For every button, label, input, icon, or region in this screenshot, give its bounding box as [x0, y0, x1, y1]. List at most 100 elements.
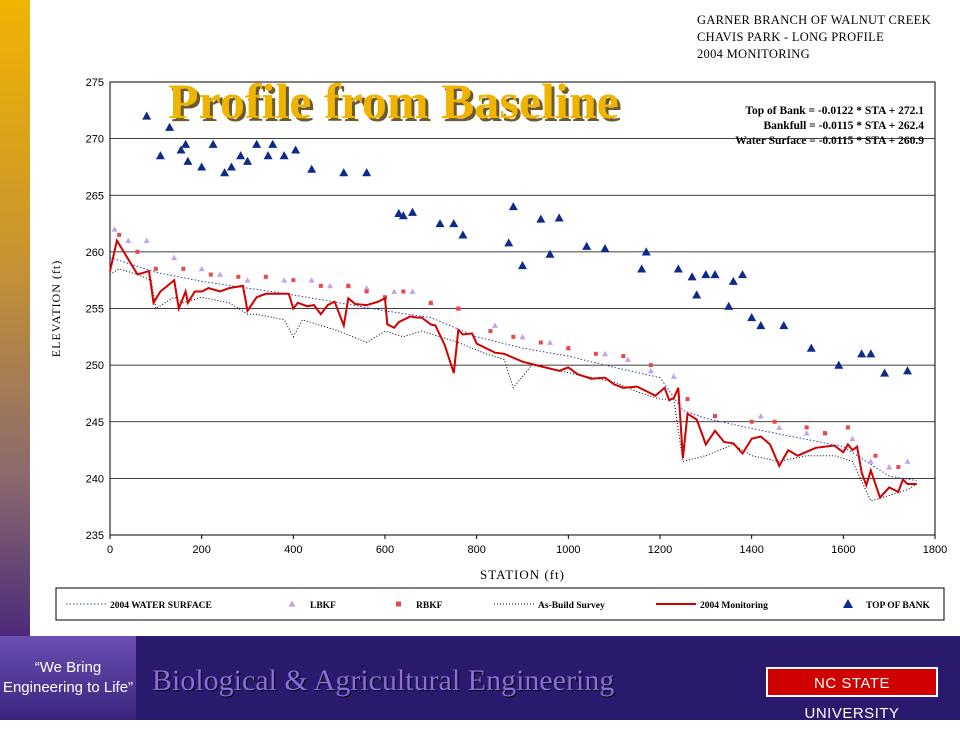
department-name: Biological & Agricultural Engineering	[152, 664, 615, 697]
legend-label-2004-water-surface: 2004 WATER SURFACE	[110, 601, 212, 611]
equation-top-of-bank: Top of Bank = -0.0122 * STA + 272.1	[745, 105, 924, 117]
legend-swatch-lbkf	[288, 600, 296, 607]
x-axis-label: STATION (ft)	[480, 567, 565, 582]
point-rbkf	[593, 351, 598, 356]
legend-label-as-build-survey: As-Build Survey	[538, 601, 605, 611]
point-top-of-bank	[518, 260, 527, 270]
point-top-of-bank	[181, 139, 191, 148]
point-lbkf	[849, 435, 856, 442]
point-lbkf	[624, 356, 631, 362]
point-top-of-bank	[197, 162, 207, 171]
x-tick-label: 800	[467, 544, 485, 556]
point-top-of-bank	[508, 202, 518, 211]
point-top-of-bank	[834, 360, 844, 369]
point-rbkf	[772, 419, 777, 424]
point-rbkf	[621, 354, 626, 359]
y-axis-label: ELEVATION (ft)	[49, 260, 63, 357]
x-tick-label: 1800	[923, 544, 947, 556]
point-top-of-bank	[504, 238, 514, 247]
point-top-of-bank	[637, 264, 647, 273]
point-lbkf	[670, 373, 677, 379]
point-rbkf	[648, 363, 653, 368]
point-top-of-bank	[252, 139, 262, 148]
point-top-of-bank	[673, 264, 683, 273]
point-rbkf	[896, 465, 901, 470]
series-line-as-build-survey	[109, 268, 917, 502]
point-top-of-bank	[724, 301, 734, 310]
x-tick-label: 200	[192, 544, 210, 556]
point-rbkf	[456, 306, 461, 311]
point-top-of-bank	[236, 151, 246, 160]
legend-label-2004-monitoring: 2004 Monitoring	[700, 601, 768, 611]
point-rbkf	[135, 249, 140, 254]
point-rbkf	[263, 274, 268, 279]
chart-header: GARNER BRANCH OF WALNUT CREEK CHAVIS PAR…	[697, 12, 931, 63]
header-line-3: 2004 MONITORING	[697, 47, 810, 61]
point-rbkf	[364, 289, 369, 294]
legend-swatch-top-of-bank	[843, 599, 853, 608]
point-top-of-bank	[701, 270, 711, 279]
point-top-of-bank	[545, 249, 555, 258]
point-rbkf	[845, 425, 850, 430]
point-lbkf	[171, 254, 178, 260]
university-logo: NC STATE UNIVERSITY	[766, 667, 938, 722]
regression-equations: Top of Bank = -0.0122 * STA + 272.1 Bank…	[735, 104, 924, 149]
slogan: “We Bring Engineering to Life”	[0, 636, 136, 720]
point-top-of-bank	[291, 145, 301, 154]
point-top-of-bank	[458, 230, 468, 239]
x-tick-label: 1200	[648, 544, 672, 556]
y-tick-label: 260	[86, 247, 104, 259]
point-lbkf	[904, 458, 911, 464]
point-rbkf	[538, 340, 543, 345]
legend-label-rbkf: RBKF	[416, 601, 443, 611]
point-lbkf	[281, 277, 288, 283]
x-tick-label: 1400	[739, 544, 763, 556]
y-tick-label: 250	[86, 360, 104, 372]
point-top-of-bank	[710, 270, 720, 279]
point-top-of-bank	[806, 343, 816, 352]
point-top-of-bank	[435, 219, 445, 228]
point-top-of-bank	[880, 368, 890, 377]
point-rbkf	[749, 419, 754, 424]
point-rbkf	[318, 283, 323, 288]
x-tick-label: 600	[376, 544, 394, 556]
point-lbkf	[125, 237, 132, 243]
point-top-of-bank	[307, 164, 317, 173]
y-tick-label: 265	[86, 190, 104, 202]
point-lbkf	[244, 277, 251, 283]
point-top-of-bank	[268, 139, 278, 148]
profile-chart: 235 240 245 250 255 260 265 270 275 0 200 400 600 800…	[49, 77, 947, 621]
y-tick-label: 245	[86, 417, 104, 429]
point-lbkf	[308, 277, 315, 283]
point-lbkf	[519, 333, 526, 340]
point-lbkf	[647, 367, 654, 374]
point-top-of-bank	[155, 151, 165, 160]
slide-title: Profile from Baseline	[168, 73, 619, 129]
point-top-of-bank	[687, 272, 697, 281]
point-rbkf	[804, 425, 809, 430]
point-rbkf	[346, 283, 351, 288]
point-lbkf	[547, 339, 553, 345]
legend-label-top-of-bank: TOP OF BANK	[866, 601, 930, 611]
series-line-2004-water-surface	[109, 257, 917, 482]
point-top-of-bank	[779, 320, 789, 330]
point-lbkf	[602, 350, 608, 357]
point-top-of-bank	[747, 313, 757, 322]
legend-swatch-rbkf	[396, 601, 401, 607]
point-lbkf	[776, 424, 783, 430]
point-top-of-bank	[857, 349, 867, 358]
y-tick-label: 275	[86, 77, 104, 89]
point-lbkf	[217, 271, 223, 277]
point-rbkf	[713, 414, 717, 419]
point-rbkf	[685, 397, 690, 402]
x-tick-label: 1000	[556, 544, 580, 556]
point-rbkf	[566, 346, 571, 351]
point-lbkf	[803, 430, 810, 436]
x-tick-label: 400	[284, 544, 302, 556]
point-rbkf	[823, 431, 827, 436]
point-top-of-bank	[220, 168, 230, 177]
point-rbkf	[236, 274, 241, 279]
legend-label-lbkf: LBKF	[310, 601, 336, 611]
point-top-of-bank	[142, 111, 152, 120]
point-top-of-bank	[279, 151, 289, 160]
